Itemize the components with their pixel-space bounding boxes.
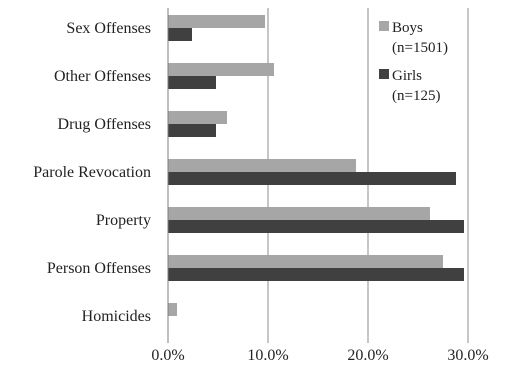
legend-count-girls: (n=125) (392, 88, 440, 104)
legend: Boys (n=1501) Girls (n=125) (370, 14, 462, 114)
category-label-sex-offenses: Sex Offenses (66, 20, 151, 37)
legend-label-girls: Girls (392, 68, 422, 84)
legend-swatch-boys (379, 21, 389, 31)
category-label-property: Property (96, 212, 151, 229)
bar-girls-property (168, 220, 464, 233)
bar-girls-sex-offenses (168, 28, 192, 41)
x-tick-label-30: 30.0% (447, 347, 488, 364)
bar-girls-other-offenses (168, 76, 216, 89)
bar-boys-sex-offenses (168, 15, 265, 28)
category-label-parole-revocation: Parole Revocation (33, 164, 151, 181)
category-label-homicides: Homicides (82, 308, 151, 325)
bar-girls-parole-revocation (168, 172, 456, 185)
bar-boys-drug-offenses (168, 111, 227, 124)
category-label-person-offenses: Person Offenses (47, 260, 151, 277)
x-tick-label-0: 0.0% (151, 347, 184, 364)
legend-swatch-girls (379, 69, 389, 79)
category-label-drug-offenses: Drug Offenses (58, 116, 151, 133)
x-tick-label-10: 10.0% (247, 347, 288, 364)
bar-girls-person-offenses (168, 268, 464, 281)
bar-boys-parole-revocation (168, 159, 356, 172)
legend-count-boys: (n=1501) (392, 40, 448, 56)
x-tick-label-20: 20.0% (347, 347, 388, 364)
bar-boys-other-offenses (168, 63, 274, 76)
bar-boys-person-offenses (168, 255, 443, 268)
legend-label-boys: Boys (392, 20, 423, 36)
x-tick-labels: 0.0% 10.0% 20.0% 30.0% (151, 347, 488, 364)
bar-boys-homicides (168, 303, 177, 316)
bar-boys-property (168, 207, 430, 220)
bar-girls-drug-offenses (168, 124, 216, 137)
bars (168, 15, 464, 316)
category-label-other-offenses: Other Offenses (54, 68, 151, 85)
category-labels: Sex Offenses Other Offenses Drug Offenses P… (33, 20, 151, 325)
